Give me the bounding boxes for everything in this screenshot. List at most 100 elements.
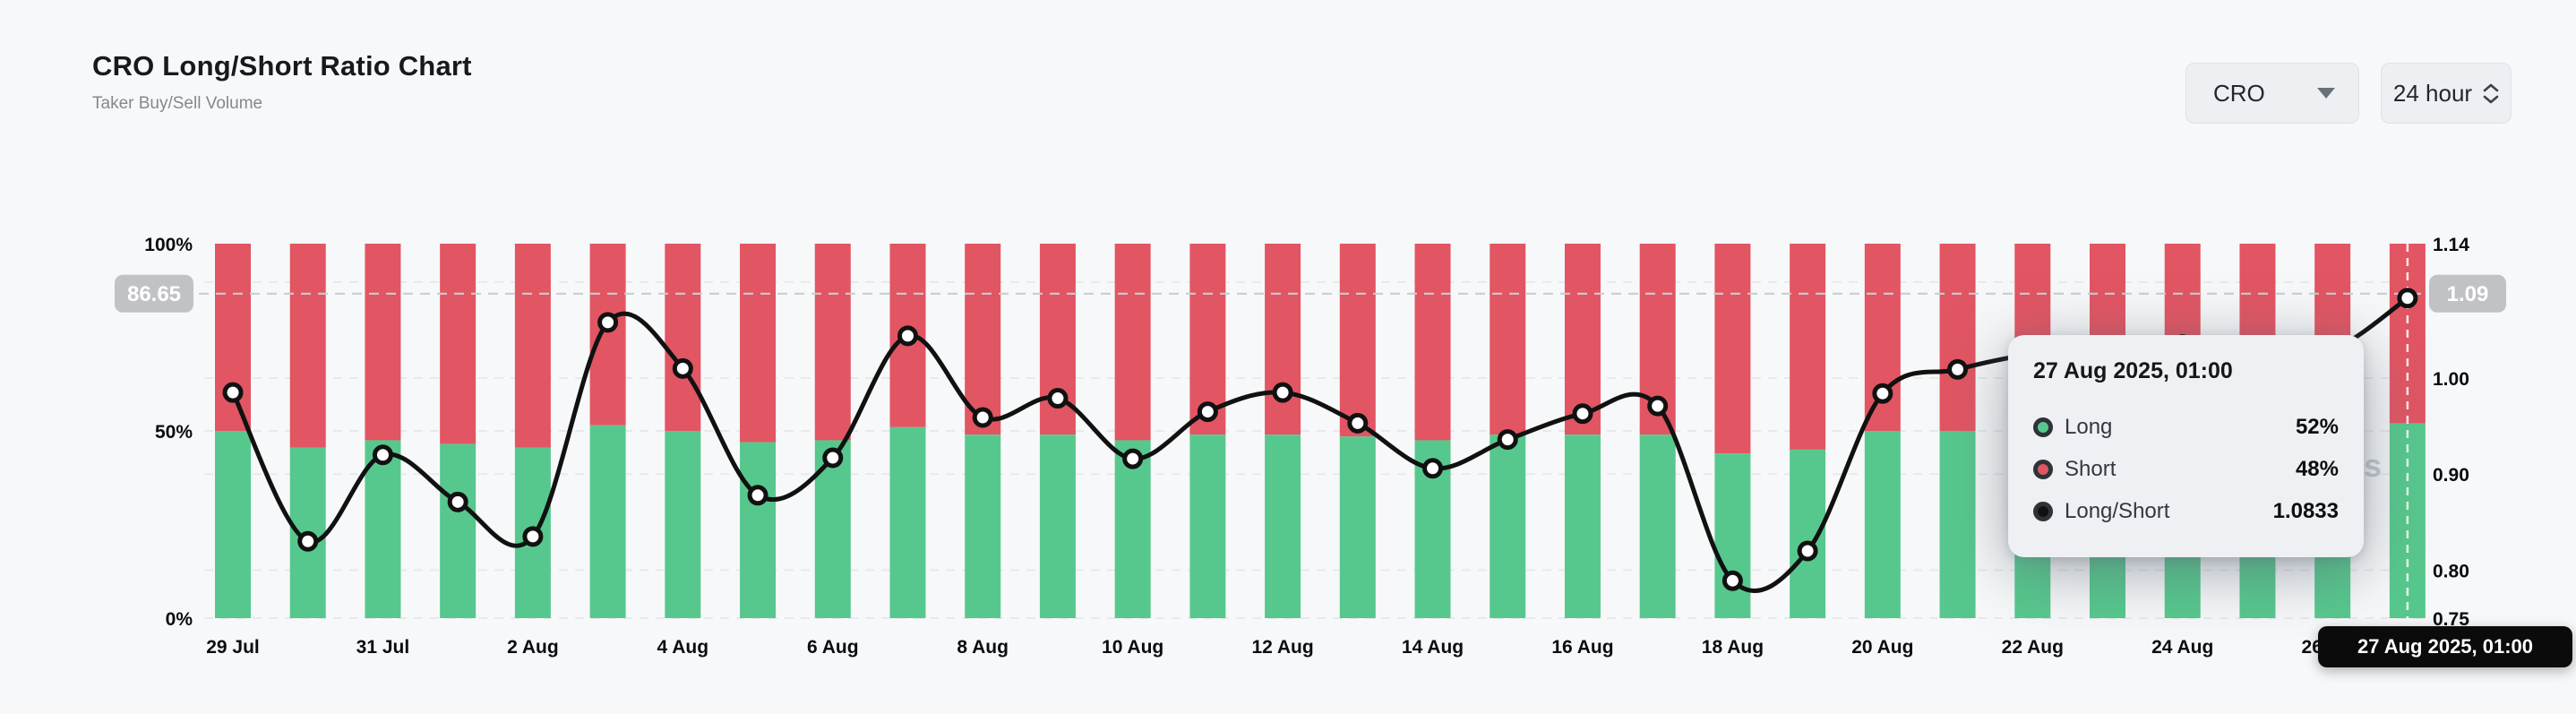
long-legend-dot-icon bbox=[2033, 417, 2053, 437]
data-point bbox=[297, 530, 319, 552]
bar-long bbox=[1189, 434, 1226, 618]
bar-short bbox=[965, 244, 1001, 435]
tooltip-label: Long bbox=[2065, 414, 2113, 439]
tooltip-rows: Long 52% Short 48% Long/Short 1.0833 bbox=[2033, 406, 2339, 532]
data-point bbox=[1122, 448, 1144, 469]
bar-short bbox=[814, 244, 851, 441]
data-point bbox=[1422, 458, 1444, 479]
bar-long bbox=[889, 426, 926, 618]
bar-short bbox=[1790, 244, 1826, 450]
bar-long bbox=[1114, 440, 1151, 618]
data-point bbox=[747, 485, 769, 506]
crosshair-badge bbox=[2429, 274, 2506, 313]
data-point bbox=[972, 407, 993, 428]
bar-short bbox=[1939, 244, 1976, 431]
x-axis-tick: 16 Aug bbox=[1551, 637, 1613, 658]
data-point bbox=[447, 491, 468, 512]
bar-long bbox=[1939, 431, 1976, 618]
y-axis-right-tick: 1.14 bbox=[2433, 235, 2469, 255]
y-axis-right-tick: 0.80 bbox=[2433, 561, 2469, 581]
bar-short bbox=[440, 244, 477, 444]
bar-long bbox=[1564, 434, 1601, 618]
tooltip-row-short: Short 48% bbox=[2033, 448, 2339, 490]
x-axis-tick: 10 Aug bbox=[1102, 637, 1163, 658]
interval-select[interactable]: 24 hour bbox=[2381, 63, 2512, 124]
data-point bbox=[1197, 401, 1218, 423]
caret-down-icon bbox=[2317, 88, 2335, 99]
bar-long bbox=[1265, 434, 1301, 618]
y-axis-right-tick: 0.75 bbox=[2433, 609, 2469, 630]
bar-long bbox=[365, 440, 401, 618]
ratio-line bbox=[230, 296, 2410, 593]
bar-long bbox=[1864, 431, 1901, 618]
bar-short bbox=[215, 244, 251, 431]
bar-short bbox=[665, 244, 701, 431]
y-axis-left-tick: 100% bbox=[144, 235, 193, 255]
symbol-select-value: CRO bbox=[2213, 79, 2265, 107]
data-point bbox=[1722, 570, 1743, 591]
y-axis-left-tick: 0% bbox=[166, 609, 193, 630]
data-point bbox=[597, 312, 619, 333]
data-point bbox=[1647, 395, 1669, 417]
up-down-chevron-icon bbox=[2483, 83, 2499, 104]
crosshair-date-label: 27 Aug 2025, 01:00 bbox=[2318, 626, 2572, 667]
x-axis-tick: 14 Aug bbox=[1402, 637, 1464, 658]
data-point bbox=[1497, 429, 1518, 451]
data-point bbox=[897, 325, 918, 347]
tooltip-value: 52% bbox=[2295, 414, 2339, 439]
x-axis-tick: 12 Aug bbox=[1251, 637, 1313, 658]
y-axis-right-tick: 1.00 bbox=[2433, 369, 2469, 390]
bar-long bbox=[1639, 434, 1676, 618]
data-point bbox=[1872, 383, 1893, 404]
interval-select-value: 24 hour bbox=[2392, 79, 2473, 107]
crosshair-badge-value: 1.09 bbox=[2447, 282, 2489, 306]
data-point bbox=[822, 447, 844, 469]
bar-short bbox=[514, 244, 551, 448]
bar-short bbox=[1265, 244, 1301, 435]
x-axis-tick: 22 Aug bbox=[2002, 637, 2064, 658]
bar-short bbox=[1114, 244, 1151, 441]
y-axis-right-tick: 0.90 bbox=[2433, 465, 2469, 486]
chart-header: CRO Long/Short Ratio Chart Taker Buy/Sel… bbox=[92, 50, 472, 114]
data-point bbox=[522, 526, 544, 547]
bar-short bbox=[1414, 244, 1451, 441]
bar-long bbox=[1490, 434, 1526, 618]
page-title: CRO Long/Short Ratio Chart bbox=[92, 50, 472, 82]
crosshair-badge-value: 86.65 bbox=[127, 282, 181, 306]
tooltip-row-ratio: Long/Short 1.0833 bbox=[2033, 490, 2339, 532]
bar-short bbox=[1490, 244, 1526, 435]
x-axis-tick: 8 Aug bbox=[957, 637, 1009, 658]
page-subtitle: Taker Buy/Sell Volume bbox=[92, 94, 263, 113]
bar-long bbox=[589, 425, 626, 618]
x-axis-tick: 20 Aug bbox=[1851, 637, 1913, 658]
chart-tooltip: 27 Aug 2025, 01:00 Long 52% Short 48% Lo… bbox=[2008, 335, 2364, 557]
bar-long bbox=[665, 431, 701, 618]
bar-short bbox=[1339, 244, 1376, 437]
x-axis-tick: 31 Jul bbox=[356, 637, 410, 658]
bar-long bbox=[1339, 436, 1376, 618]
tooltip-value: 48% bbox=[2295, 456, 2339, 481]
bar-long bbox=[215, 431, 251, 618]
data-point bbox=[1047, 388, 1069, 409]
data-point bbox=[2397, 288, 2418, 309]
short-legend-dot-icon bbox=[2033, 459, 2053, 479]
data-point bbox=[1572, 403, 1593, 425]
tooltip-value: 1.0833 bbox=[2272, 498, 2339, 523]
x-axis-tick: 4 Aug bbox=[657, 637, 709, 658]
data-point bbox=[1797, 540, 1818, 562]
x-axis-tick: 24 Aug bbox=[2151, 637, 2213, 658]
symbol-select[interactable]: CRO bbox=[2185, 63, 2359, 124]
tooltip-row-long: Long 52% bbox=[2033, 406, 2339, 448]
tooltip-label: Short bbox=[2065, 456, 2117, 481]
crosshair-badge bbox=[115, 274, 193, 313]
x-axis-tick: 29 Jul bbox=[206, 637, 260, 658]
ratio-legend-dot-icon bbox=[2033, 501, 2053, 521]
data-point bbox=[1347, 412, 1369, 434]
tooltip-date: 27 Aug 2025, 01:00 bbox=[2033, 358, 2233, 383]
y-axis-left-tick: 50% bbox=[155, 422, 193, 443]
data-point bbox=[1272, 382, 1293, 403]
data-point bbox=[672, 357, 693, 379]
bar-short bbox=[1564, 244, 1601, 435]
chart-controls: CRO 24 hour bbox=[2185, 63, 2512, 124]
x-axis-tick: 6 Aug bbox=[807, 637, 859, 658]
